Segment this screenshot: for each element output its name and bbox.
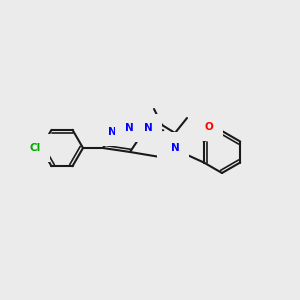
Text: Cl: Cl	[29, 143, 40, 153]
Text: N: N	[144, 123, 152, 133]
Text: O: O	[204, 122, 213, 131]
Text: N: N	[167, 141, 176, 151]
Text: N: N	[124, 123, 134, 133]
Text: N: N	[171, 143, 179, 153]
Text: N: N	[108, 127, 116, 137]
